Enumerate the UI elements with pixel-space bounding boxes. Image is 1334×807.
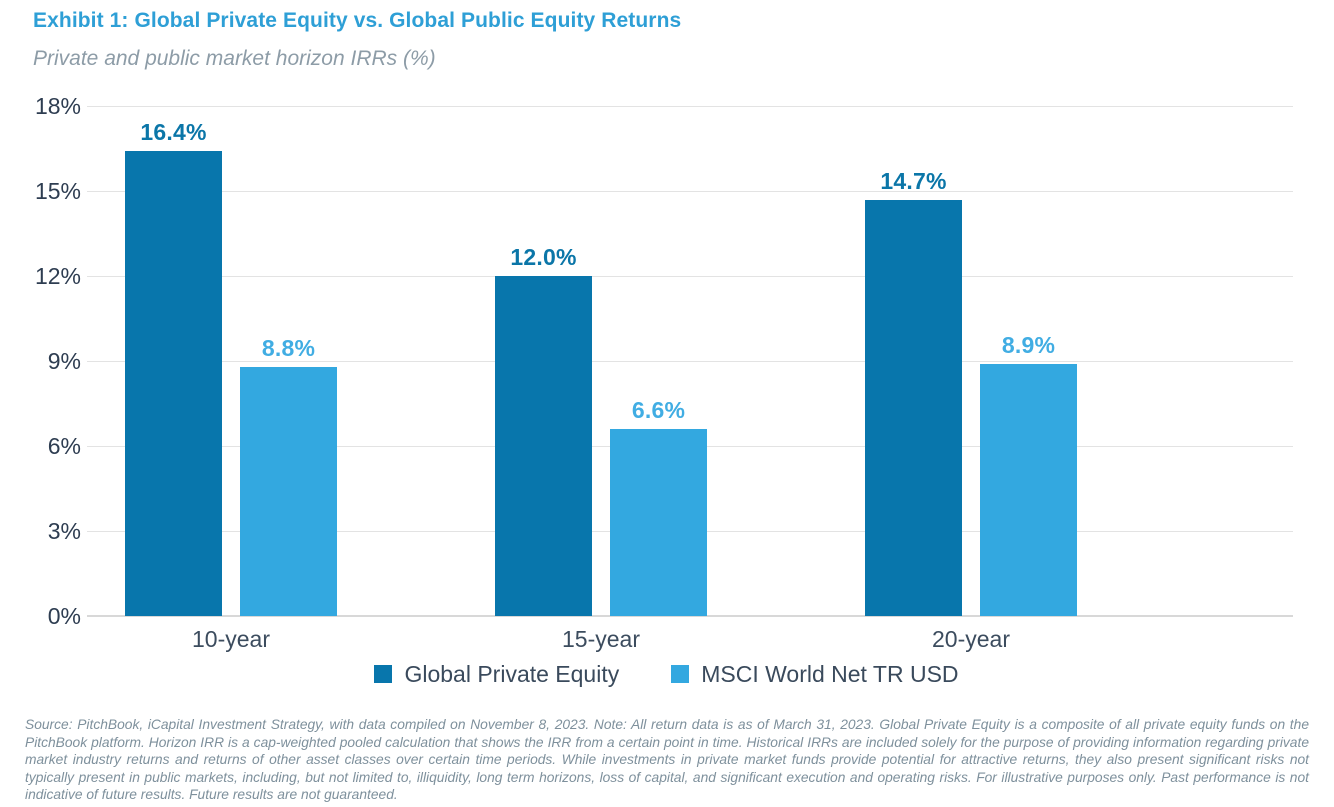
grouped-bar-chart: 0% 3% 6% 9% 12% 15% 18% 16.4% 8.8% 10-year 12.0% 6.… xyxy=(33,93,1300,656)
bar-value-label: 8.8% xyxy=(261,334,316,361)
y-axis-tick-label: 0% xyxy=(47,603,81,629)
x-axis-category-label: 20-year xyxy=(932,626,1010,652)
source-footnote: Source: PitchBook, iCapital Investment S… xyxy=(25,717,1309,803)
legend-item-msci-world-net-tr-usd: MSCI World Net TR USD xyxy=(671,660,959,688)
bar-value-label: 8.9% xyxy=(1001,331,1056,358)
gridline-12% xyxy=(87,276,1293,277)
y-axis-tick-label: 9% xyxy=(47,348,81,374)
bar-msci-world-net-tr-usd-20-year xyxy=(980,363,1077,616)
y-axis-tick-label: 6% xyxy=(47,433,81,459)
y-axis-tick-label: 3% xyxy=(47,518,81,544)
x-axis-category-label: 15-year xyxy=(562,626,640,652)
bar-msci-world-net-tr-usd-15-year xyxy=(610,429,707,616)
bar-global-private-equity-20-year xyxy=(865,199,962,616)
bar-value-label: 14.7% xyxy=(880,167,947,194)
y-axis-tick-label: 18% xyxy=(34,93,81,119)
gridline-0% xyxy=(87,615,1293,617)
chart-subtitle: Private and public market horizon IRRs (… xyxy=(33,47,436,70)
legend-swatch-icon xyxy=(374,665,393,683)
x-axis-category-label: 10-year xyxy=(192,626,270,652)
gridline-18% xyxy=(87,106,1293,107)
bar-global-private-equity-15-year xyxy=(495,276,592,616)
gridline-9% xyxy=(87,361,1293,362)
legend-label: MSCI World Net TR USD xyxy=(701,660,959,687)
y-axis-tick-label: 15% xyxy=(34,178,81,204)
bar-value-label: 6.6% xyxy=(631,397,686,423)
bar-msci-world-net-tr-usd-10-year xyxy=(240,366,337,616)
legend-label: Global Private Equity xyxy=(404,660,620,687)
bar-value-label: 16.4% xyxy=(140,119,207,146)
chart-legend: Global Private Equity MSCI World Net TR U… xyxy=(33,658,1300,690)
legend-swatch-icon xyxy=(671,665,690,683)
legend-item-global-private-equity: Global Private Equity xyxy=(374,661,619,688)
gridline-15% xyxy=(87,191,1293,192)
bar-global-private-equity-10-year xyxy=(125,151,222,616)
bar-value-label: 12.0% xyxy=(510,244,577,270)
chart-title: Exhibit 1: Global Private Equity vs. Glo… xyxy=(33,9,682,32)
y-axis-tick-label: 12% xyxy=(34,263,81,289)
